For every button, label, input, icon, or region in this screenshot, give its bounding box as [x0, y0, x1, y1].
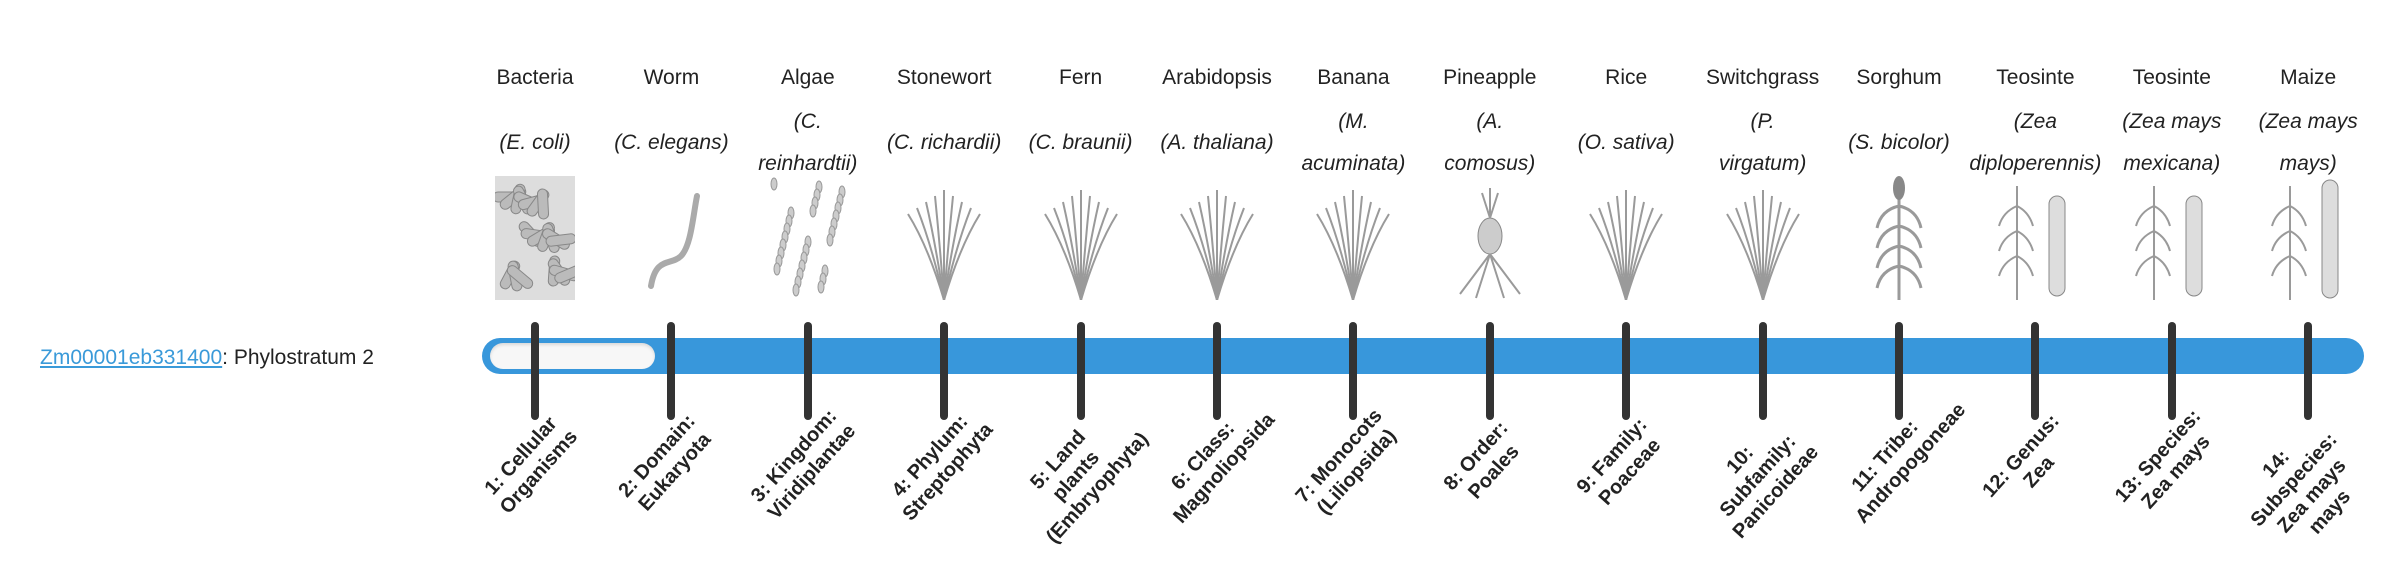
common-name: Sorghum — [1856, 66, 1942, 89]
phylostratum-label: 12: Genus: Zea — [1978, 410, 2065, 502]
common-name: Maize — [2280, 66, 2337, 89]
phylostratum-tick — [1485, 322, 1494, 420]
phylostratum-bar — [482, 338, 2364, 374]
phylostratum-tick — [803, 322, 812, 420]
scientific-name-line: diploperennis) — [1969, 152, 2102, 175]
phylostratum-label: 7: Monocots (Liliopsida) — [1291, 404, 1402, 520]
pineapple-icon — [1458, 188, 1521, 299]
phylostratum-label: 1: Cellular Organisms — [480, 412, 583, 519]
scientific-name: (Zea mays mays) — [2236, 100, 2380, 186]
scientific-name-line: (E. coli) — [499, 131, 571, 154]
common-name: Pineapple — [1443, 66, 1537, 89]
phylostratum-tick — [1349, 322, 1358, 420]
phylostratum-tick — [2304, 322, 2313, 420]
scientific-name: (C. braunii) — [1009, 100, 1153, 186]
common-name: Rice — [1605, 66, 1648, 89]
scientific-name-line: (M. — [1338, 110, 1369, 133]
scientific-name: (Zea diploperennis) — [1963, 100, 2107, 186]
phylostratum-tick — [667, 322, 676, 420]
common-name: Bacteria — [496, 66, 574, 89]
fern-icon — [1043, 190, 1118, 300]
scientific-name: (M. acuminata) — [1281, 100, 1425, 186]
phylostratum-fill — [490, 343, 655, 369]
scientific-name-line: (C. braunii) — [1028, 131, 1133, 154]
scientific-name-line: comosus) — [1444, 152, 1536, 175]
scientific-name: (O. sativa) — [1554, 100, 1698, 186]
phylostratum-tick — [531, 322, 539, 420]
scientific-name-line: (C. — [793, 110, 822, 133]
scientific-name-line: (P. — [1750, 110, 1775, 133]
scientific-name: (A. thaliana) — [1145, 100, 1289, 186]
phylostratum-label: 13: Species: Zea mays — [2110, 405, 2215, 514]
phylostratum-tick — [2167, 322, 2176, 420]
sorghum-icon — [1875, 176, 1923, 300]
common-name: Banana — [1317, 66, 1390, 89]
scientific-name: (A. comosus) — [1418, 100, 1562, 186]
scientific-name-line: mays) — [2279, 152, 2337, 175]
scientific-name-line: virgatum) — [1718, 152, 1807, 175]
scientific-name: (C. elegans) — [599, 100, 743, 186]
scientific-name-line: (S. bicolor) — [1848, 131, 1950, 154]
phylostratum-text: : Phylostratum 2 — [222, 346, 374, 369]
scientific-name-line: mexicana) — [2123, 152, 2221, 175]
gene-label: Zm00001eb331400: Phylostratum 2 — [40, 340, 374, 376]
phylostratum-label: 10: Subfamily: Panicoideae — [1715, 430, 1823, 543]
worm-icon — [648, 193, 701, 289]
phylostratum-label: 9: Family: Poaceae — [1572, 413, 1666, 510]
arabidopsis-icon — [1180, 190, 1254, 300]
common-name: Switchgrass — [1705, 66, 1820, 89]
phylostratum-tick — [940, 322, 949, 420]
scientific-name-line: (Zea — [2013, 110, 2057, 133]
scientific-name-line: (Zea mays — [2258, 110, 2358, 133]
scientific-name-line: (A. — [1476, 110, 1504, 133]
scientific-name-line: (O. sativa) — [1577, 131, 1675, 154]
teosinte-icon — [1998, 186, 2066, 300]
scientific-name-line: reinhardtii) — [758, 152, 858, 175]
scientific-name: (C. richardii) — [872, 100, 1016, 186]
phylostratum-label: 6: Class: Magnoliopsida — [1167, 408, 1280, 528]
scientific-name: (C. reinhardtii) — [736, 100, 880, 186]
common-name: Arabidopsis — [1162, 66, 1272, 89]
scientific-name-line: (C. elegans) — [614, 131, 729, 154]
gene-link[interactable]: Zm00001eb331400 — [40, 346, 223, 369]
scientific-name-line: acuminata) — [1301, 152, 1406, 175]
scientific-name: (P. virgatum) — [1691, 100, 1835, 186]
phylostratum-label: 8: Order: Poales — [1439, 417, 1524, 504]
phylostratum-label: 14: Subspecies: Zea mays mays — [2246, 428, 2356, 539]
teosinte-icon — [2134, 186, 2203, 300]
phylostratum-label: 11: Tribe: Andropogoneae — [1847, 399, 1971, 528]
stonewort-icon — [907, 190, 982, 300]
bacteria-icon — [495, 176, 575, 300]
common-name: Stonewort — [896, 66, 992, 89]
scientific-name-line: (A. thaliana) — [1160, 131, 1274, 154]
scientific-name: (Zea mays mexicana) — [2100, 100, 2244, 186]
scientific-name-line: (C. richardii) — [887, 131, 1002, 154]
maize-icon — [2271, 179, 2339, 300]
phylostratum-label: 5: Land plants (Embryophyta) — [1025, 426, 1153, 548]
scientific-name: (S. bicolor) — [1827, 100, 1971, 186]
phylostratum-label: 3: Kingdom: Viridiplantae — [746, 405, 860, 524]
common-name: Algae — [780, 66, 835, 89]
rice-icon — [1589, 190, 1664, 300]
phylostratum-tick — [1895, 322, 1903, 420]
common-name: Teosinte — [1996, 66, 2075, 89]
common-name: Worm — [643, 66, 700, 89]
scientific-name-line: (Zea mays — [2122, 110, 2222, 133]
phylostratum-tick — [1758, 322, 1767, 420]
phylostratum-label: 2: Domain: Eukaryota — [614, 410, 716, 516]
common-name: Teosinte — [2132, 66, 2211, 89]
phylostratum-tick — [1622, 322, 1631, 420]
phylostratum-tick — [1076, 322, 1085, 420]
scientific-name: (E. coli) — [463, 100, 607, 186]
algae-icon — [770, 177, 846, 297]
phylostratum-label: 4: Phylum: Streptophyta — [887, 410, 998, 526]
phylostratum-tick — [2031, 322, 2040, 420]
banana-icon — [1316, 190, 1391, 300]
common-name: Fern — [1059, 66, 1103, 89]
switchgrass-icon — [1725, 190, 1800, 300]
phylostratum-tick — [1213, 322, 1221, 420]
